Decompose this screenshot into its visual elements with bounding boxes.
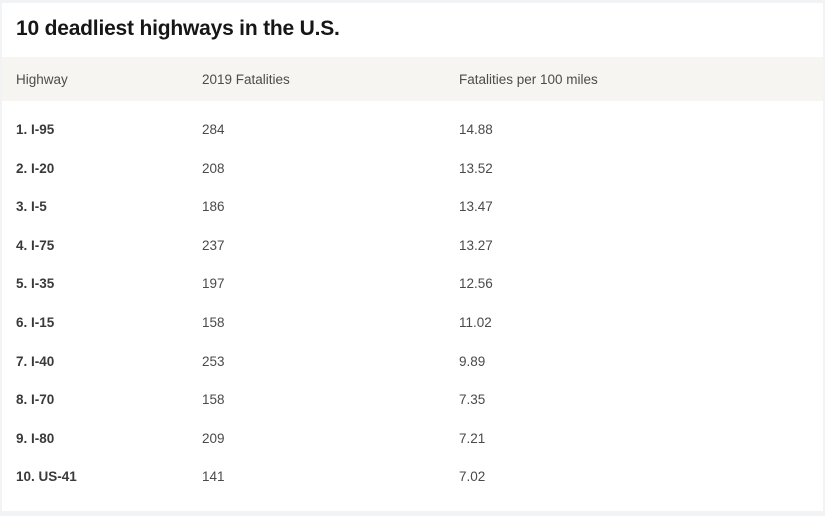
per-100-miles-cell: 12.56 [459, 276, 493, 292]
table-row: 9. I-80 209 7.21 [2, 419, 823, 458]
per-100-miles-cell: 7.35 [459, 392, 486, 408]
fatalities-cell: 141 [202, 469, 225, 485]
per-100-miles-cell: 13.52 [459, 160, 493, 176]
fatalities-cell: 208 [202, 160, 225, 176]
highway-table-card: 10 deadliest highways in the U.S. Highwa… [2, 3, 823, 511]
table-row: 10. US-41 141 7.02 [2, 458, 823, 497]
table-body: 1. I-95 284 14.88 2. I-20 208 13.52 3. I… [2, 101, 823, 496]
fatalities-cell: 186 [202, 199, 225, 215]
column-header-per-100-miles: Fatalities per 100 miles [459, 71, 598, 87]
fatalities-cell: 284 [202, 122, 225, 138]
column-header-fatalities: 2019 Fatalities [202, 71, 290, 87]
highway-cell: 9. I-80 [16, 430, 55, 446]
highway-cell: 6. I-15 [16, 315, 55, 331]
table-row: 6. I-15 158 11.02 [2, 303, 823, 342]
table-row: 1. I-95 284 14.88 [2, 110, 823, 149]
page-title: 10 deadliest highways in the U.S. [16, 17, 340, 40]
per-100-miles-cell: 7.21 [459, 430, 486, 446]
highway-cell: 3. I-5 [16, 199, 47, 215]
highway-cell: 7. I-40 [16, 353, 55, 369]
table-row: 3. I-5 186 13.47 [2, 187, 823, 226]
per-100-miles-cell: 9.89 [459, 353, 486, 369]
per-100-miles-cell: 7.02 [459, 469, 486, 485]
fatalities-cell: 158 [202, 392, 225, 408]
table-row: 8. I-70 158 7.35 [2, 380, 823, 419]
table-row: 4. I-75 237 13.27 [2, 226, 823, 265]
table-row: 5. I-35 197 12.56 [2, 265, 823, 304]
per-100-miles-cell: 14.88 [459, 122, 493, 138]
highway-cell: 1. I-95 [16, 122, 55, 138]
table-row: 7. I-40 253 9.89 [2, 342, 823, 381]
highway-cell: 5. I-35 [16, 276, 55, 292]
highway-cell: 2. I-20 [16, 160, 55, 176]
fatalities-cell: 158 [202, 315, 225, 331]
fatalities-cell: 253 [202, 353, 225, 369]
table-row: 2. I-20 208 13.52 [2, 149, 823, 188]
table-header-row: Highway 2019 Fatalities Fatalities per 1… [2, 57, 823, 102]
fatalities-cell: 237 [202, 237, 225, 253]
per-100-miles-cell: 13.27 [459, 237, 493, 253]
highway-cell: 4. I-75 [16, 237, 55, 253]
fatalities-cell: 197 [202, 276, 225, 292]
fatalities-cell: 209 [202, 430, 225, 446]
column-header-highway: Highway [16, 71, 68, 87]
per-100-miles-cell: 11.02 [459, 315, 492, 331]
highway-cell: 8. I-70 [16, 392, 55, 408]
per-100-miles-cell: 13.47 [459, 199, 493, 215]
highway-cell: 10. US-41 [16, 469, 77, 485]
